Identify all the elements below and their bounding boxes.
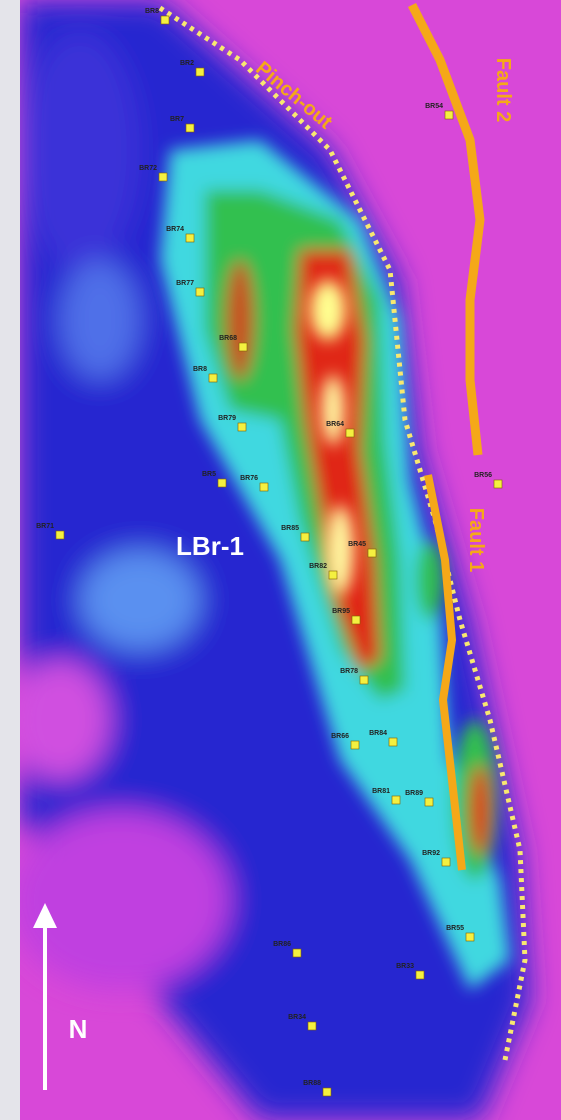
well-marker <box>161 16 169 24</box>
well-marker <box>196 68 204 76</box>
well-label: BR92 <box>422 850 440 857</box>
well-label: BR76 <box>240 475 258 482</box>
well-marker <box>301 533 309 541</box>
well-label: BR68 <box>219 335 237 342</box>
well-marker <box>346 429 354 437</box>
frame <box>0 0 20 1120</box>
well-label: BR55 <box>446 925 464 932</box>
well-marker <box>239 343 247 351</box>
well-label: BR79 <box>218 415 236 422</box>
well-marker <box>293 949 301 957</box>
well-marker <box>445 111 453 119</box>
well-marker <box>368 549 376 557</box>
well-label: BR66 <box>331 733 349 740</box>
well-label: BR54 <box>425 103 443 110</box>
well-label: BR81 <box>372 788 390 795</box>
well-marker <box>56 531 64 539</box>
field-label: LBr-1 <box>176 531 244 561</box>
well-marker <box>360 676 368 684</box>
fault-1-label: Fault 1 <box>465 508 487 572</box>
well-marker <box>323 1088 331 1096</box>
well-label: BR78 <box>340 668 358 675</box>
well-marker <box>209 374 217 382</box>
well-marker <box>425 798 433 806</box>
well-label: BR2 <box>180 60 194 67</box>
well-marker <box>389 738 397 746</box>
well-label: BR82 <box>309 563 327 570</box>
well-marker <box>260 483 268 491</box>
well-label: BR7 <box>170 116 184 123</box>
well-marker <box>466 933 474 941</box>
well-marker <box>238 423 246 431</box>
page: Pinch-out Fault 2 Fault 1 LBr-1 N BR8BR2… <box>0 0 561 1120</box>
well-label: BR71 <box>36 523 54 530</box>
well-marker <box>196 288 204 296</box>
well-marker <box>392 796 400 804</box>
well-label: BR74 <box>166 226 184 233</box>
well-label: BR77 <box>176 280 194 287</box>
attribute-map: Pinch-out Fault 2 Fault 1 LBr-1 N BR8BR2… <box>0 0 561 1120</box>
well-label: BR64 <box>326 421 344 428</box>
north-label: N <box>69 1014 88 1044</box>
well-marker <box>308 1022 316 1030</box>
well-label: BR85 <box>281 525 299 532</box>
fault-2-label: Fault 2 <box>492 58 514 122</box>
well-marker <box>186 234 194 242</box>
well-label: BR95 <box>332 608 350 615</box>
well-label: BR72 <box>139 165 157 172</box>
well-marker <box>442 858 450 866</box>
well-label: BR5 <box>202 471 216 478</box>
well-label: BR89 <box>405 790 423 797</box>
well-marker <box>159 173 167 181</box>
well-marker <box>329 571 337 579</box>
well-label: BR86 <box>273 941 291 948</box>
well-marker <box>352 616 360 624</box>
well-label: BR45 <box>348 541 366 548</box>
well-label: BR8 <box>145 8 159 15</box>
well-marker <box>351 741 359 749</box>
well-label: BR88 <box>303 1080 321 1087</box>
well-label: BR8 <box>193 366 207 373</box>
well-marker <box>186 124 194 132</box>
well-marker <box>218 479 226 487</box>
well-label: BR34 <box>288 1014 306 1021</box>
well-label: BR84 <box>369 730 387 737</box>
well-label: BR56 <box>474 472 492 479</box>
well-marker <box>494 480 502 488</box>
well-label: BR33 <box>396 963 414 970</box>
well-marker <box>416 971 424 979</box>
